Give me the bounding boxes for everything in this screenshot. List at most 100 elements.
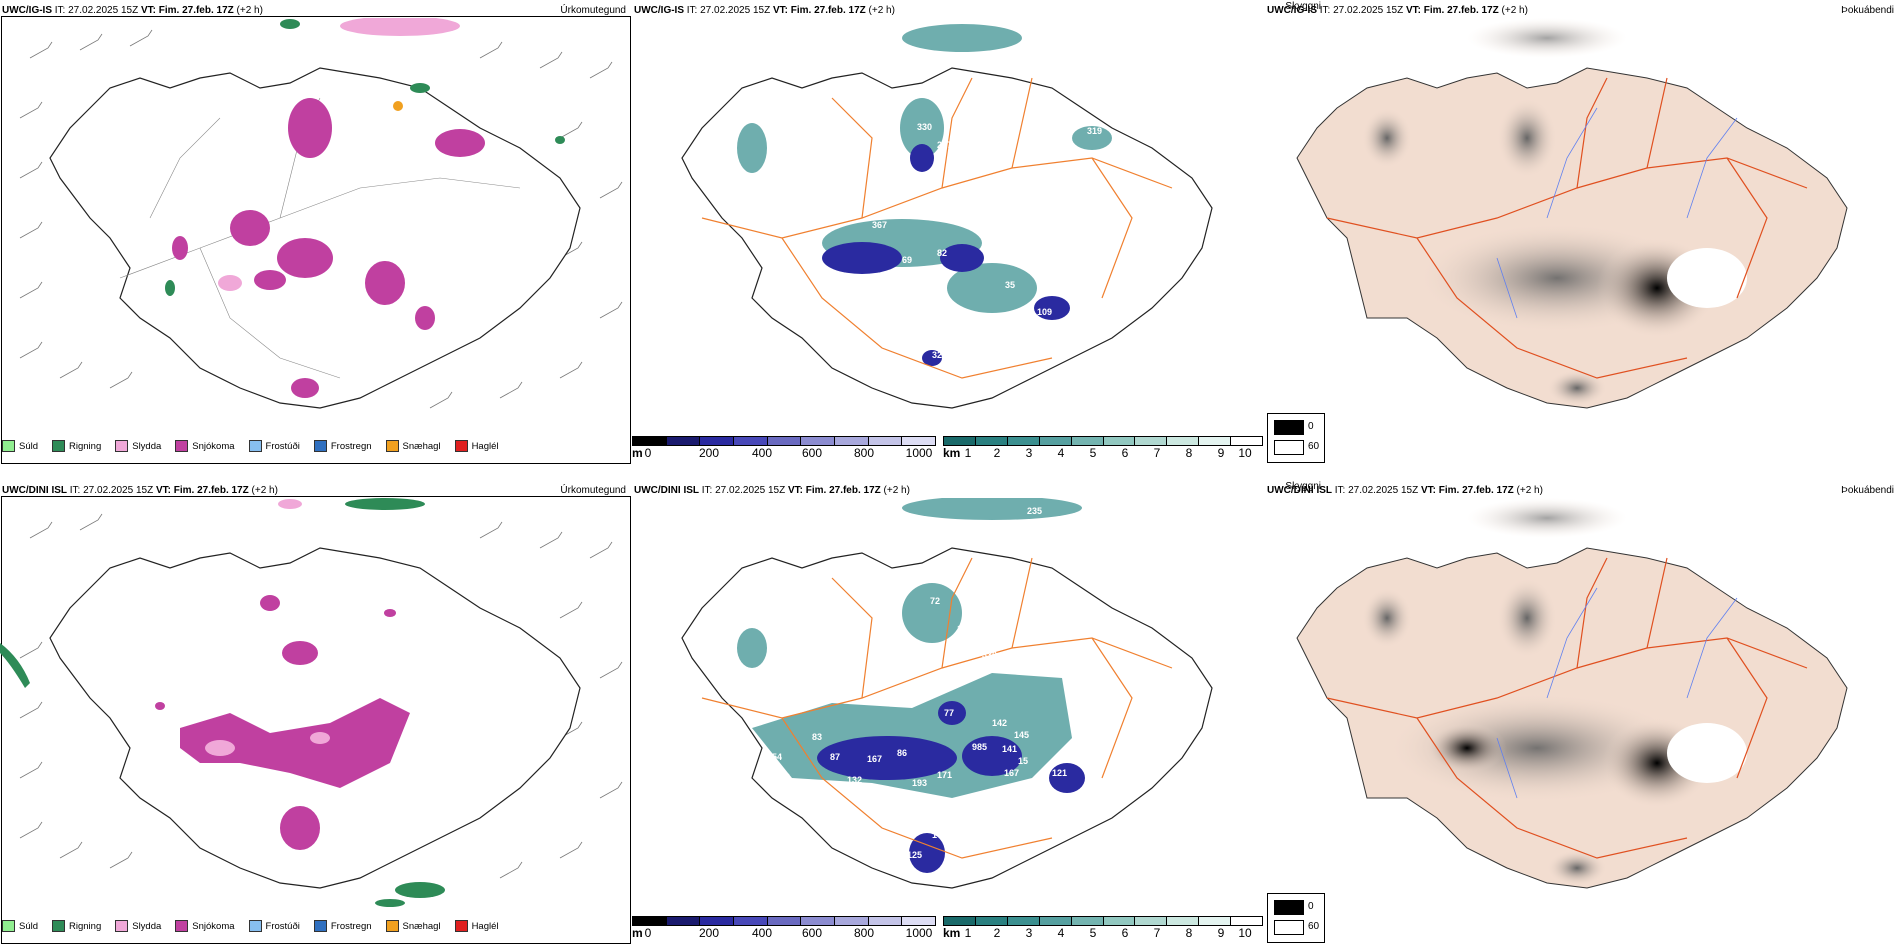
tick-label: 600 bbox=[801, 446, 823, 460]
tick-label: 800 bbox=[853, 446, 875, 460]
svg-text:319: 319 bbox=[1087, 126, 1102, 136]
svg-text:73: 73 bbox=[764, 250, 774, 260]
precip-type-panel: UWC/DINI ISL IT: 27.02.2025 15Z VT: Fim.… bbox=[0, 480, 632, 950]
svg-text:35: 35 bbox=[1037, 32, 1047, 42]
panel-title: Þokuábendi bbox=[1841, 5, 1894, 16]
svg-text:36: 36 bbox=[769, 106, 779, 116]
tick-label: 9 bbox=[1217, 926, 1225, 940]
svg-text:55: 55 bbox=[840, 272, 850, 282]
svg-text:78: 78 bbox=[907, 868, 917, 878]
panel-header: UWC/DINI ISL IT: 27.02.2025 15Z VT: Fim.… bbox=[1267, 484, 1894, 498]
fog-panel: UWC/IG-IS IT: 27.02.2025 15Z VT: Fim. 27… bbox=[1267, 0, 1900, 470]
tick-label: 400 bbox=[751, 446, 773, 460]
fog-map bbox=[1296, 18, 1848, 409]
svg-text:330: 330 bbox=[982, 650, 997, 660]
visibility-colorbar: km 1 2 3 4 5 6 7 8 9 10 bbox=[943, 916, 1263, 950]
svg-text:72: 72 bbox=[930, 596, 940, 606]
svg-text:235: 235 bbox=[1027, 506, 1042, 516]
legend-item: Frostúði bbox=[248, 440, 300, 452]
svg-text:98: 98 bbox=[932, 870, 942, 880]
fog-legend: 0 60 bbox=[1267, 413, 1325, 463]
tick-label: 800 bbox=[853, 926, 875, 940]
lead-time: (+2 h) bbox=[1498, 5, 1528, 16]
init-time: IT: 27.02.2025 15Z bbox=[1317, 5, 1406, 16]
rain-areas bbox=[165, 19, 565, 296]
svg-text:132: 132 bbox=[847, 775, 862, 785]
svg-text:98: 98 bbox=[930, 385, 940, 395]
roads bbox=[1326, 557, 1808, 859]
tick-label: 2 bbox=[993, 926, 1001, 940]
panel-header: UWC/DINI ISL IT: 27.02.2025 15Z VT: Fim.… bbox=[2, 484, 626, 498]
tick-label: 9 bbox=[1217, 446, 1225, 460]
tick-label: 5 bbox=[1089, 446, 1097, 460]
snow-areas bbox=[155, 595, 410, 850]
ceiling-ramp bbox=[632, 436, 936, 446]
tick-label: 10 bbox=[1238, 926, 1252, 940]
precip-map bbox=[0, 498, 623, 907]
model-name: UWC/DINI ISL bbox=[634, 485, 699, 496]
sleet-areas bbox=[205, 499, 330, 756]
svg-text:77: 77 bbox=[792, 290, 802, 300]
svg-text:184: 184 bbox=[882, 606, 897, 616]
precip-legend: Súld Rigning Slydda Snjókoma Frostúði Fr… bbox=[2, 916, 507, 936]
svg-text:113: 113 bbox=[924, 170, 939, 180]
legend-item: Haglél bbox=[454, 920, 499, 932]
svg-text:77: 77 bbox=[944, 708, 954, 718]
roads bbox=[1326, 77, 1808, 379]
rivers bbox=[1496, 107, 1738, 319]
svg-text:142: 142 bbox=[992, 718, 1007, 728]
ceiling-unit: m bbox=[632, 446, 643, 460]
svg-text:54: 54 bbox=[772, 752, 782, 762]
snow-areas bbox=[172, 98, 485, 398]
visibility-panel: UWC/DINI ISL IT: 27.02.2025 15Z VT: Fim.… bbox=[632, 480, 1321, 950]
legend-item: Haglél bbox=[454, 440, 499, 452]
svg-text:74: 74 bbox=[870, 272, 880, 282]
fog-legend-min: 0 bbox=[1308, 421, 1314, 432]
snow-pellets bbox=[393, 101, 403, 111]
precip-type-panel: UWC/IG-IS IT: 27.02.2025 15Z VT: Fim. 27… bbox=[0, 0, 632, 470]
init-time: IT: 27.02.2025 15Z bbox=[1332, 485, 1421, 496]
svg-text:137: 137 bbox=[900, 284, 915, 294]
svg-text:291: 291 bbox=[922, 272, 937, 282]
svg-text:141: 141 bbox=[1002, 744, 1017, 754]
visibility-ramp bbox=[943, 916, 1263, 926]
wind-barbs bbox=[19, 29, 623, 409]
legend-item: Snjókoma bbox=[175, 440, 235, 452]
legend-item: Snjókoma bbox=[175, 920, 235, 932]
svg-text:52: 52 bbox=[912, 818, 922, 828]
legend-item: Snæhagl bbox=[385, 440, 441, 452]
tick-label: 0 bbox=[644, 926, 652, 940]
svg-text:199: 199 bbox=[957, 624, 972, 634]
tick-label: 6 bbox=[1121, 926, 1129, 940]
valid-time: VT: Fim. 27.feb. 17Z bbox=[1405, 5, 1499, 16]
svg-text:79: 79 bbox=[1062, 798, 1072, 808]
legend-item: Snæhagl bbox=[385, 920, 441, 932]
tick-label: 400 bbox=[751, 926, 773, 940]
fog-legend-max: 60 bbox=[1308, 921, 1320, 932]
tick-label: 1 bbox=[964, 926, 972, 940]
visibility-unit: km bbox=[943, 446, 961, 460]
ceiling-labels: 35 36 330 227 113 319 367 82 291 83 74 5… bbox=[764, 32, 1102, 395]
tick-label: 8 bbox=[1185, 926, 1193, 940]
precip-map bbox=[19, 18, 623, 409]
valid-time: VT: Fim. 27.feb. 17Z bbox=[772, 5, 866, 16]
model-name: UWC/IG-IS bbox=[634, 5, 684, 16]
ceiling-labels: 235 72 148 184 199 330 77 142 145 985 14… bbox=[772, 506, 1072, 880]
legend-item: Rigning bbox=[52, 440, 101, 452]
tick-label: 1 bbox=[964, 446, 972, 460]
tick-label: 8 bbox=[1185, 446, 1193, 460]
visibility-panel: UWC/IG-IS IT: 27.02.2025 15Z VT: Fim. 27… bbox=[632, 0, 1321, 470]
tick-label: 2 bbox=[993, 446, 1001, 460]
svg-text:82: 82 bbox=[937, 248, 947, 258]
legend-item: Frostregn bbox=[313, 920, 372, 932]
model-name: UWC/DINI ISL bbox=[1267, 485, 1332, 496]
legend-item: Frostregn bbox=[313, 440, 372, 452]
legend-item: Slydda bbox=[115, 920, 161, 932]
tick-label: 0 bbox=[644, 446, 652, 460]
lead-time: (+2 h) bbox=[233, 5, 263, 16]
fog-legend: 0 60 bbox=[1267, 893, 1325, 943]
map-frame bbox=[1, 16, 631, 464]
rivers bbox=[1496, 587, 1738, 799]
panel-header: UWC/IG-IS IT: 27.02.2025 15Z VT: Fim. 27… bbox=[1267, 4, 1894, 18]
roads bbox=[701, 557, 1173, 859]
